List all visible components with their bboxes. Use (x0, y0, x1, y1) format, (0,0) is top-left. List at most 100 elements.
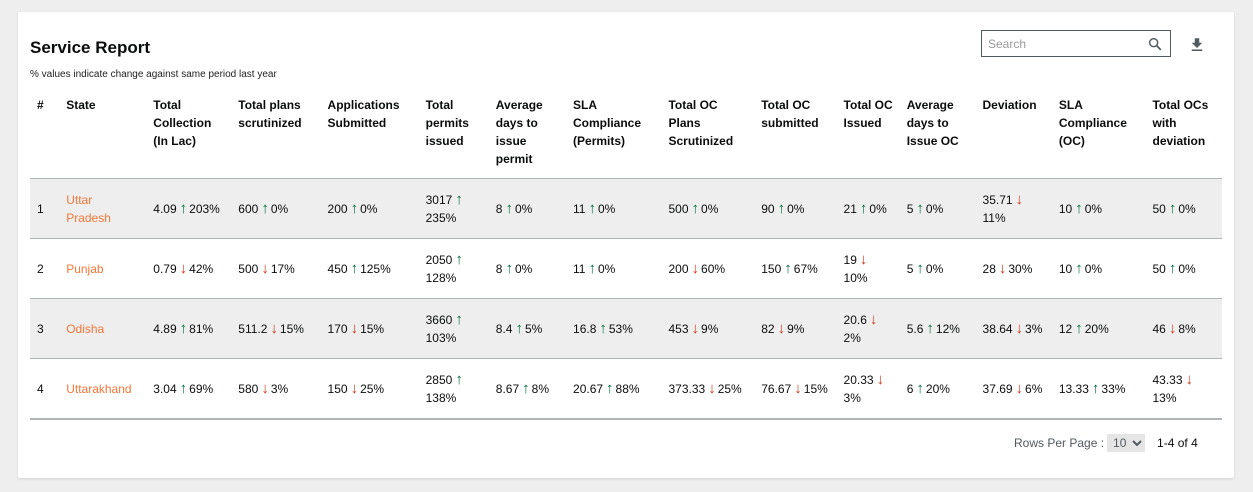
metric-value: 20.33 (843, 372, 874, 387)
column-header: Average days to issue permit (495, 98, 543, 166)
report-subtitle: % values indicate change against same pe… (30, 69, 277, 80)
search-icon[interactable] (1147, 36, 1163, 52)
metric-cell: 511.2 ↓ 15% (228, 299, 317, 359)
metric-cell: 21 ↑ 0% (834, 179, 897, 239)
metric-cell: 19 ↓ 10% (834, 239, 897, 299)
metric-change: 0% (1178, 201, 1196, 216)
arrow-up-icon: ↑ (926, 319, 934, 337)
metric-value: 150 (761, 261, 782, 276)
metric-value: 5.6 (906, 321, 924, 336)
metric-cell: 28 ↓ 30% (973, 239, 1049, 299)
metric-cell: 46 ↓ 8% (1142, 299, 1222, 359)
arrow-down-icon: ↓ (1015, 319, 1024, 337)
metric-change: 30% (1008, 261, 1033, 276)
metric-value: 43.33 (1152, 372, 1183, 387)
state-link[interactable]: Uttarakhand (66, 381, 132, 396)
metric-value: 511.2 (238, 321, 268, 336)
arrow-up-icon: ↑ (455, 250, 463, 268)
metric-change: 0% (270, 201, 289, 216)
table-header-row: # State Total Collection (In Lac) Total pla… (30, 88, 1222, 179)
metric-cell: 16.8 ↑ 53% (563, 299, 658, 359)
row-number: 4 (37, 381, 44, 396)
metric-value: 3.04 (153, 381, 177, 396)
metric-change: 67% (793, 261, 818, 276)
metric-change: 6% (1025, 381, 1043, 396)
metric-cell: 6 ↑ 20% (897, 359, 973, 420)
metric-value: 580 (238, 381, 259, 396)
column-header: Total OC Plans Scrutinized (668, 98, 734, 148)
metric-cell: 150 ↑ 67% (751, 239, 833, 299)
column-header: Total plans scrutinized (238, 98, 302, 130)
arrow-up-icon: ↑ (588, 199, 596, 217)
arrow-down-icon: ↓ (261, 259, 269, 277)
metric-change: 81% (189, 321, 214, 336)
arrow-up-icon: ↑ (606, 379, 614, 397)
metric-cell: 500 ↓ 17% (228, 239, 317, 299)
metric-value: 3017 (425, 192, 453, 207)
metric-cell: 8 ↑ 0% (486, 179, 563, 239)
metric-value: 37.69 (982, 381, 1013, 396)
metric-change: 5% (524, 321, 543, 336)
arrow-down-icon: ↓ (350, 319, 359, 337)
arrow-down-icon: ↓ (270, 319, 278, 337)
report-card: Service Report % values indicate change … (18, 12, 1234, 478)
search-box[interactable] (981, 30, 1171, 57)
metric-cell: 11 ↑ 0% (563, 179, 658, 239)
state-link[interactable]: Uttar Pradesh (66, 192, 111, 225)
arrow-up-icon: ↑ (1075, 319, 1083, 337)
metric-cell: 76.67 ↓ 15% (751, 359, 833, 420)
table-row: 3 Odisha 4.89 ↑ 81% 511.2 ↓ 15% 170 ↓ 15% 3660 ↑103%… (30, 298, 1222, 359)
row-number: 1 (37, 201, 44, 216)
download-icon[interactable] (1188, 36, 1206, 54)
state-link[interactable]: Punjab (66, 261, 104, 276)
rows-per-page-select[interactable]: 10 (1107, 434, 1146, 452)
metric-value: 2850 (425, 372, 453, 387)
metric-change: 53% (608, 321, 633, 336)
metric-cell: 4.09 ↑ 203% (143, 179, 228, 239)
state-link[interactable]: Odisha (66, 321, 105, 336)
metric-value: 28 (982, 261, 996, 276)
metric-change: 0% (701, 201, 719, 216)
metric-change: 128% (425, 270, 457, 285)
search-input[interactable] (982, 31, 1148, 56)
metric-value: 13.33 (1058, 381, 1089, 396)
metric-value: 5 (906, 201, 914, 216)
metric-value: 4.09 (153, 201, 177, 216)
column-header: Average days to Issue OC (906, 98, 959, 148)
arrow-down-icon: ↓ (794, 379, 802, 397)
arrow-up-icon: ↑ (916, 259, 924, 277)
metric-value: 50 (1152, 201, 1166, 216)
metric-change: 10% (843, 270, 868, 285)
metric-value: 46 (1152, 321, 1166, 336)
metric-cell: 3660 ↑ 103% (416, 299, 486, 359)
metric-value: 8 (495, 261, 503, 276)
metric-cell: 0.79 ↓ 42% (143, 239, 228, 299)
metric-change: 0% (597, 261, 616, 276)
state-cell: Punjab (56, 239, 143, 299)
metric-cell: 82 ↓ 9% (751, 299, 833, 359)
metric-cell: 2850 ↑ 138% (416, 359, 486, 420)
table-row: 4 Uttarakhand 3.04 ↑ 69% 580 ↓ 3% 150 ↓ 25% 2850 ↑13… (30, 359, 1222, 420)
arrow-down-icon: ↓ (1168, 319, 1177, 337)
metric-value: 8.4 (495, 321, 513, 336)
arrow-up-icon: ↑ (515, 319, 523, 337)
arrow-down-icon: ↓ (1015, 190, 1024, 208)
arrow-up-icon: ↑ (1091, 379, 1100, 397)
metric-change: 88% (615, 381, 640, 396)
metric-value: 10 (1058, 261, 1073, 276)
metric-value: 20.67 (573, 381, 604, 396)
metric-cell: 8.4 ↑ 5% (486, 299, 563, 359)
column-header: Deviation (982, 98, 1037, 112)
row-number: 2 (37, 261, 44, 276)
metric-cell: 450 ↑ 125% (318, 239, 416, 299)
metric-value: 500 (668, 201, 689, 216)
metric-value: 6 (906, 381, 914, 396)
arrow-down-icon: ↓ (179, 259, 188, 277)
metric-value: 82 (761, 321, 775, 336)
metric-cell: 4.89 ↑ 81% (143, 299, 228, 359)
arrow-up-icon: ↑ (350, 259, 359, 277)
metric-change: 0% (869, 201, 887, 216)
arrow-up-icon: ↑ (505, 199, 513, 217)
metric-cell: 12 ↑ 20% (1049, 299, 1143, 359)
metric-change: 0% (787, 201, 805, 216)
